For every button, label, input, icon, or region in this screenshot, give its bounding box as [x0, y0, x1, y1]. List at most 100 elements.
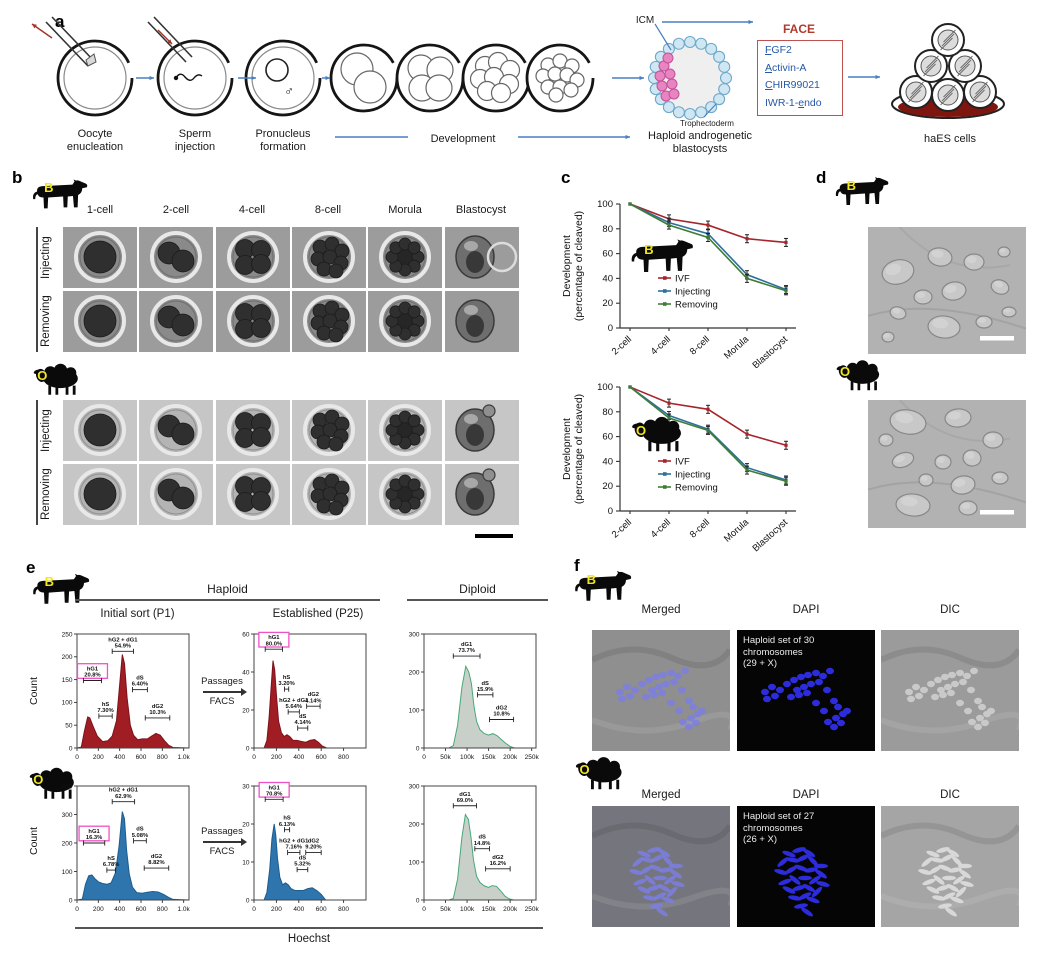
gate-name: hG2 + dG1 — [109, 788, 139, 794]
chromosome — [664, 875, 676, 885]
chromosome — [623, 683, 631, 691]
chromosome — [947, 689, 955, 697]
chromosome — [815, 678, 823, 686]
male-symbol: ♂ — [284, 83, 294, 98]
y-axis-label: Development — [561, 418, 573, 480]
chromosome — [638, 680, 646, 688]
ovine-dapi-image — [737, 806, 875, 927]
embryo-image-blastocyst — [444, 227, 519, 288]
svg-text:0: 0 — [422, 906, 426, 913]
svg-text:30: 30 — [242, 783, 250, 790]
chromosome — [670, 678, 678, 686]
sheep-icon: O — [30, 360, 86, 402]
svg-text:0: 0 — [75, 754, 79, 761]
chromosome — [632, 857, 644, 867]
zona-pellucida — [244, 39, 322, 117]
right-arrow-icon — [203, 688, 247, 696]
svg-text:40: 40 — [602, 273, 613, 284]
facs-histogram-bovine-initial: 0 50 100 150 200 250 0 200 400 600 800 1.0k hG120.8%… — [62, 631, 191, 761]
x-tick-label: Blastocyst — [750, 517, 790, 554]
chromosome — [802, 883, 816, 893]
svg-text:800: 800 — [157, 906, 168, 913]
gate-percentage: 8.82% — [148, 860, 164, 866]
chromosome — [955, 886, 967, 898]
svg-text:100k: 100k — [460, 906, 475, 913]
svg-text:400: 400 — [114, 754, 125, 761]
svg-text:20: 20 — [602, 481, 613, 492]
chromosome — [652, 673, 660, 681]
chromosome — [953, 875, 965, 885]
row-label-removing-o: Removing — [40, 468, 52, 521]
row-label-injecting-b: Injecting — [40, 236, 52, 280]
svg-text:800: 800 — [338, 906, 349, 913]
svg-text:10: 10 — [242, 859, 250, 866]
gate-percentage: 3.20% — [278, 681, 294, 687]
cow-silhouette — [575, 570, 632, 601]
chromosome — [671, 881, 685, 887]
chromosome — [946, 848, 960, 858]
gate-percentage: 16.3% — [86, 835, 102, 841]
chromosome — [789, 875, 801, 885]
hoechst-axis-label: Hoechst — [287, 933, 331, 945]
chromosome — [967, 686, 975, 694]
chromosome — [794, 864, 808, 872]
chromosome — [819, 672, 827, 680]
column-header-4cell: 4-cell — [238, 204, 266, 216]
chromosome — [802, 848, 816, 858]
chromosome — [777, 857, 789, 867]
chromosome — [959, 678, 967, 686]
chromosome — [809, 875, 821, 885]
chromosome — [661, 896, 675, 904]
face-box: FGF2 Activin-A CHIR99021 IWR-1-endo — [757, 40, 843, 116]
embryo-image-morula — [368, 291, 443, 352]
svg-text:200: 200 — [271, 754, 282, 761]
row-bracket-line — [36, 400, 38, 525]
development-label: Development — [430, 133, 496, 145]
trophectoderm-cell — [705, 42, 718, 55]
chromosome — [645, 676, 653, 684]
chromosome — [792, 885, 806, 891]
sheep-icon: O — [572, 754, 630, 796]
chromosome — [812, 699, 820, 707]
svg-text:100: 100 — [409, 707, 420, 714]
face-title: FACE — [782, 22, 815, 36]
ovine-karyotype-annotation: Haploid set of 27 chromosomes (26 + X) — [743, 811, 815, 845]
svg-text:1.0k: 1.0k — [178, 906, 191, 913]
bovine-dic-image — [881, 630, 1019, 751]
legend-Removing: Removing — [675, 483, 718, 494]
chromosome — [666, 886, 678, 898]
spindle — [85, 53, 97, 67]
chromosome — [950, 896, 964, 904]
chromosome — [830, 723, 838, 731]
column-header-8cell: 8-cell — [314, 204, 342, 216]
gate-name: hG1 — [88, 829, 100, 835]
species-letter-b: B — [44, 180, 54, 195]
chromosome — [658, 689, 666, 697]
svg-text:0: 0 — [246, 897, 250, 904]
icm-cell — [666, 78, 678, 90]
bovine-dapi-image — [737, 630, 875, 751]
histogram-curve — [76, 654, 190, 749]
row-label-injecting-o: Injecting — [40, 409, 52, 453]
svg-text:0: 0 — [416, 897, 420, 904]
legend-Injecting: Injecting — [675, 287, 710, 298]
svg-text:80: 80 — [602, 224, 613, 235]
chromosome — [830, 697, 838, 705]
chromosome — [974, 697, 982, 705]
gate-percentage: 70.8% — [266, 791, 282, 797]
svg-text:20: 20 — [242, 707, 250, 714]
trophectoderm-cell — [672, 106, 685, 119]
gate-percentage: 9.20% — [305, 845, 321, 851]
gate-name: hG1 — [268, 635, 280, 641]
row-label-removing-b: Removing — [40, 295, 52, 348]
chromosome — [812, 669, 820, 677]
panel-label-f: f — [574, 556, 580, 575]
chromosome — [662, 680, 670, 688]
step-label-pronucleus-formation: Pronucleus formation — [255, 128, 311, 153]
chromosome — [650, 691, 658, 699]
cow-silhouette — [33, 179, 88, 209]
chromosome — [912, 683, 920, 691]
chromosome — [797, 673, 805, 681]
